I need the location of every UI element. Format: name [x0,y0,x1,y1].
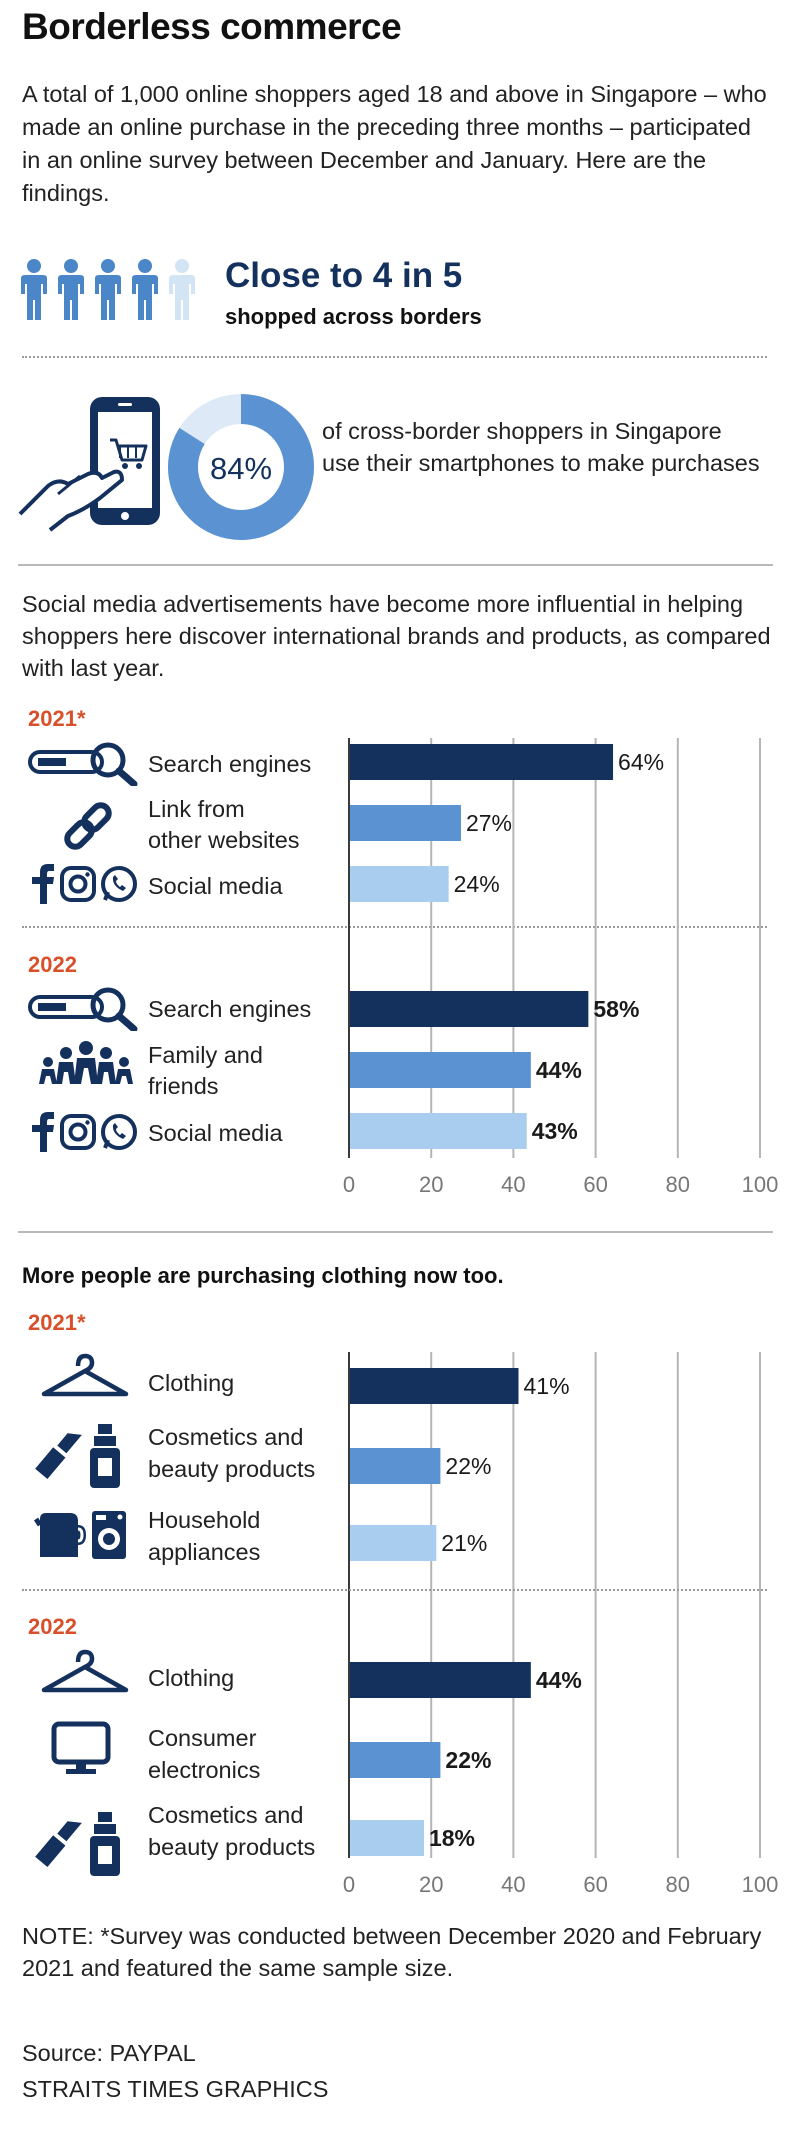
donut-percent: 84% [210,451,272,486]
chart2-tick-label: 0 [343,1872,355,1897]
divider-dotted [22,356,767,358]
chart1-label-social-2021: Social media [148,873,283,899]
social-media-icons [32,864,137,904]
social-media-icons-2022 [32,1112,137,1152]
kettle-washer-icon [34,1511,126,1559]
chart1-data-label: 64% [618,749,664,775]
stat-subtext: shopped across borders [225,304,482,329]
chart1-bar [350,866,449,902]
chart2-tick-label: 80 [666,1872,690,1897]
chart2-year-2022: 2022 [28,1614,77,1639]
chart2-data-label: 41% [524,1373,570,1399]
divider-solid [18,564,773,566]
chart2-label-electronics-line2: electronics [148,1757,261,1783]
chart2-data-label: 22% [445,1453,491,1479]
chart2-label-cosmetics-2022-line1: Cosmetics and [148,1802,304,1828]
chart2-label-clothing-2021: Clothing [148,1370,235,1396]
page-title: Borderless commerce [22,6,402,47]
family-group-icon [39,1041,133,1084]
chart1-data-label: 43% [532,1118,578,1144]
person-icon [132,259,158,320]
source-text: Source: PAYPAL [22,2040,196,2066]
person-icon [21,259,47,320]
people-icons [21,259,195,320]
chart2-group-divider [22,1589,767,1591]
chart2-tick-label: 20 [419,1872,443,1897]
hanger-icon-2022 [41,1649,129,1693]
hanger-icon [41,1353,129,1397]
chart1-bar [350,744,614,780]
lipstick-bottle-icon [35,1424,120,1488]
chart2-year-2021: 2021* [28,1310,86,1335]
chart1-data-label: 58% [593,996,639,1022]
chart2-bar [350,1742,441,1778]
chart1-bar [350,1052,531,1088]
footnote: NOTE: *Survey was conducted between Dece… [22,1923,762,1981]
smartphone-cart-icon [18,397,160,532]
monitor-icon [51,1721,111,1774]
chart1-label-link-line1: Link from [148,796,245,822]
credit-text: STRAITS TIMES GRAPHICS [22,2076,329,2102]
chart1-label-family-line1: Family and [148,1042,263,1068]
intro-text: A total of 1,000 online shoppers aged 18… [22,81,767,206]
chart1-bar [350,1113,527,1149]
search-bar-icon-2022 [28,987,138,1031]
person-icon [58,259,84,320]
chart1-bar [350,805,461,841]
chart1-label-link-line2: other websites [148,827,300,853]
chart1-bar [350,991,589,1027]
chart1-tick-label: 100 [742,1172,779,1197]
chart1-label-search-2021: Search engines [148,751,312,777]
link-icon [64,802,112,850]
stat-headline: Close to 4 in 5 [225,256,463,295]
chart1-group-divider [22,926,767,928]
chart2-bar [350,1448,441,1484]
chart2-data-label: 22% [445,1747,491,1773]
section1-intro: Social media advertisements have become … [22,591,771,681]
chart2-label-cosmetics-line2: beauty products [148,1456,316,1482]
person-icon [169,259,195,320]
chart1-year-2022: 2022 [28,952,77,977]
chart2-label-electronics-line1: Consumer [148,1725,257,1751]
chart2-bar [350,1368,519,1404]
chart2-label-cosmetics-line1: Cosmetics and [148,1424,304,1450]
chart1-tick-label: 40 [501,1172,525,1197]
chart2-tick-label: 60 [583,1872,607,1897]
chart2-bar [350,1820,424,1856]
chart2-tick-label: 40 [501,1872,525,1897]
chart2-label-clothing-2022: Clothing [148,1665,235,1691]
chart1-year-2021: 2021* [28,706,86,731]
chart2-data-label: 21% [441,1530,487,1556]
chart1-label-social-2022: Social media [148,1120,283,1146]
chart1-label-search-2022: Search engines [148,996,312,1022]
chart2-data-label: 44% [536,1667,582,1693]
donut-arc-smartphone [168,394,314,540]
chart1-data-label: 27% [466,810,512,836]
section2-heading: More people are purchasing clothing now … [22,1263,504,1288]
search-bar-icon [28,742,138,786]
chart2-bar [350,1662,531,1698]
chart2-tick-label: 100 [742,1872,779,1897]
chart2-bar [350,1525,437,1561]
lipstick-bottle-icon-2022 [35,1812,120,1876]
chart1-tick-label: 80 [666,1172,690,1197]
chart2-data-label: 18% [429,1825,475,1851]
person-icon [95,259,121,320]
divider-solid-2 [18,1231,773,1233]
chart1-data-label: 24% [454,871,500,897]
chart1-tick-label: 0 [343,1172,355,1197]
chart1-label-family-line2: friends [148,1073,219,1099]
chart2-label-household-line2: appliances [148,1539,261,1565]
chart1-data-label: 44% [536,1057,582,1083]
donut-description: of cross-border shoppers in Singapore us… [322,418,760,476]
chart2-label-household-line1: Household [148,1507,261,1533]
chart2-label-cosmetics-2022-line2: beauty products [148,1834,316,1860]
donut-chart: 84% [168,394,314,540]
chart1-tick-label: 60 [583,1172,607,1197]
chart1-tick-label: 20 [419,1172,443,1197]
